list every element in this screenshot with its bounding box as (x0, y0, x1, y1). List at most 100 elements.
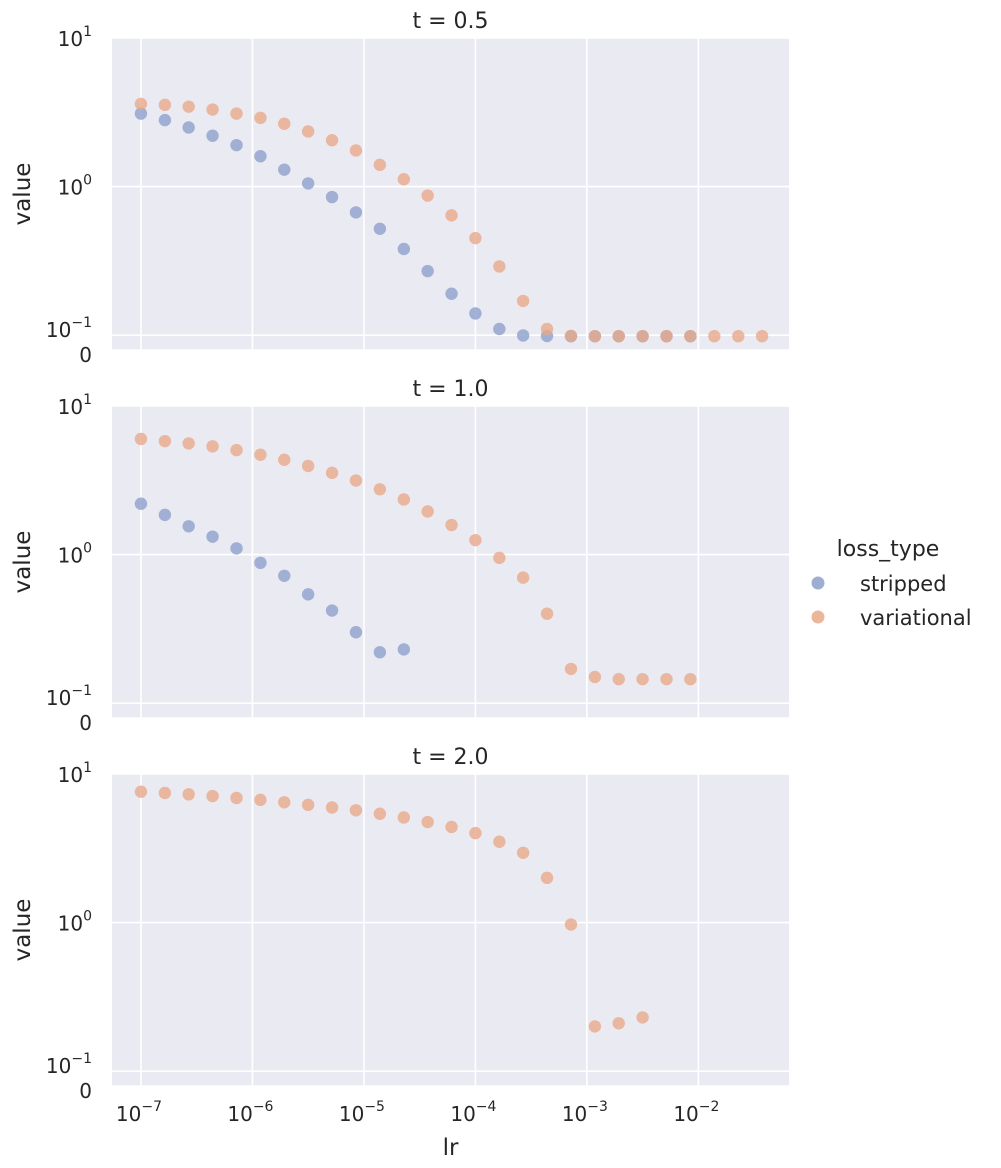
data-point (230, 138, 243, 152)
data-point (158, 434, 172, 448)
data-point (708, 329, 721, 343)
data-point (182, 121, 195, 134)
data-point (469, 826, 482, 840)
data-point (660, 329, 673, 343)
series-variational (134, 432, 697, 686)
data-point (397, 242, 411, 256)
data-point (301, 588, 315, 601)
data-point (516, 329, 530, 342)
data-point (469, 533, 482, 547)
data-point (230, 542, 243, 555)
data-point (612, 329, 625, 343)
y-axis-label: value (10, 899, 36, 962)
series-variational (134, 97, 769, 343)
data-point (445, 518, 458, 532)
data-point (588, 1020, 602, 1033)
data-point (755, 329, 769, 343)
data-point (516, 294, 530, 308)
data-point (636, 672, 649, 686)
data-point (588, 670, 602, 684)
data-point (182, 437, 195, 450)
data-point (373, 646, 387, 659)
panel-title: t = 2.0 (412, 745, 488, 770)
data-point (134, 497, 148, 510)
data-point (540, 322, 554, 336)
data-point (397, 643, 411, 656)
legend-entry-stripped: stripped (811, 572, 947, 596)
data-point (445, 209, 458, 222)
series-stripped (134, 497, 411, 659)
y-tick-label: 100 (58, 541, 92, 568)
data-point (493, 260, 506, 273)
data-point (134, 785, 148, 798)
data-point (254, 111, 267, 125)
y-tick-label: 101 (58, 392, 92, 419)
data-point (301, 177, 315, 190)
data-point (206, 103, 219, 116)
data-point (612, 1017, 625, 1030)
data-point (540, 607, 554, 620)
data-point (469, 307, 482, 320)
plot-area (112, 774, 789, 1086)
data-point (397, 811, 411, 824)
data-point (206, 129, 219, 142)
panel-2: 010−1 100 101 value t = 1.0 (10, 377, 789, 735)
data-point (278, 453, 291, 466)
data-point (349, 144, 363, 157)
data-point (373, 807, 387, 820)
panel-1: 010−1 100 101 value t = 0.5 (10, 9, 789, 367)
data-point (684, 672, 697, 686)
data-point (230, 443, 243, 457)
data-point (182, 100, 195, 113)
data-point (612, 672, 625, 686)
data-point (493, 551, 506, 565)
data-point (564, 329, 578, 343)
data-point (278, 163, 291, 176)
series-variational (134, 785, 649, 1033)
data-point (660, 672, 673, 686)
panel-title: t = 1.0 (412, 377, 488, 402)
data-point (636, 329, 649, 343)
data-point (182, 788, 195, 801)
data-point (349, 206, 363, 219)
data-point (373, 222, 387, 235)
data-point (397, 493, 411, 506)
x-tick-label: 10−3 (562, 1099, 608, 1126)
data-point (325, 466, 339, 480)
x-tick-label: 10−7 (116, 1099, 162, 1126)
data-point (230, 791, 243, 805)
data-point (301, 125, 315, 138)
data-point (325, 190, 339, 204)
data-point (421, 815, 434, 829)
data-point (325, 134, 339, 147)
data-point (325, 801, 339, 814)
y-axis-label: value (10, 163, 36, 226)
y-axis-label: value (10, 531, 36, 594)
legend-title: loss_type (837, 537, 940, 562)
data-point (254, 448, 267, 461)
data-point (206, 789, 219, 803)
data-point (421, 264, 434, 278)
x-tick-label: 10−4 (450, 1099, 496, 1126)
data-point (564, 918, 578, 931)
y-tick-label: 10−1 (46, 315, 92, 342)
data-point (158, 98, 172, 112)
data-point (373, 158, 387, 172)
legend-marker (811, 576, 825, 590)
x-tick-label: 10−6 (227, 1099, 273, 1126)
data-point (732, 329, 745, 343)
data-point (158, 508, 172, 522)
x-tick-label: 10−2 (673, 1099, 719, 1126)
data-point (349, 804, 363, 817)
data-point (254, 556, 267, 570)
x-tick-label: 10−5 (339, 1099, 385, 1126)
data-point (516, 571, 530, 584)
data-point (230, 107, 243, 120)
x-axis: 10−7 10−6 10−5 10−4 10−3 10−2 lr (116, 1099, 720, 1161)
data-point (445, 287, 458, 300)
data-point (445, 820, 458, 834)
panel-3: 010−1 100 101 value t = 2.0 (10, 745, 789, 1103)
y-tick-label: 10−1 (46, 683, 92, 710)
data-point (158, 786, 172, 800)
data-point (540, 871, 554, 885)
